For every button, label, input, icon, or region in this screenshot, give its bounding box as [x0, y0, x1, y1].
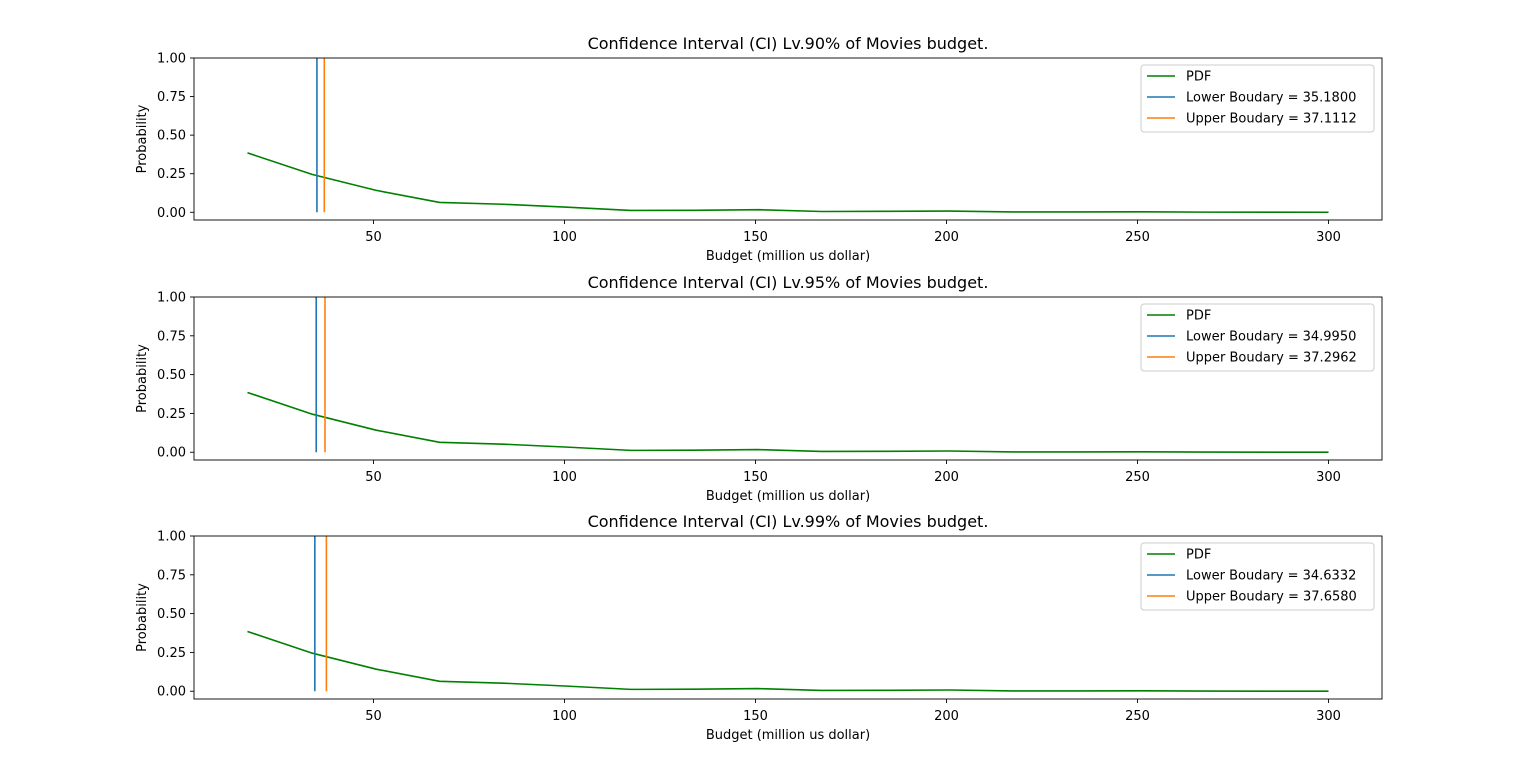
x-tick-label: 150: [743, 709, 768, 724]
axes-frame: [193, 57, 1383, 221]
x-tick-label: 300: [1316, 709, 1341, 724]
y-tick-label: 0.75: [157, 90, 186, 105]
y-axis-label: Probability: [135, 583, 150, 652]
y-tick-label: 1.00: [157, 291, 186, 306]
y-tick-label: 0.75: [157, 329, 186, 344]
y-tick-label: 0.50: [157, 368, 186, 383]
legend-entry-upper-boundary: Upper Boudary = 37.6580: [1147, 590, 1357, 605]
x-tick-label: 50: [365, 230, 382, 245]
x-tick-label: 200: [934, 230, 959, 245]
y-tick-label: 0.00: [157, 685, 186, 700]
series-line-pdf: [247, 152, 1329, 214]
axes-frame: [193, 535, 1383, 700]
chart-title: Confidence Interval (CI) Lv.99% of Movie…: [588, 512, 989, 531]
x-axis-label: Budget (million us dollar): [706, 249, 870, 264]
x-tick-label: 250: [1125, 470, 1150, 485]
legend-label: Lower Boudary = 34.9950: [1186, 330, 1356, 345]
legend-box: [1140, 542, 1375, 611]
chart-title: Confidence Interval (CI) Lv.90% of Movie…: [588, 34, 989, 53]
legend-entry-upper-boundary: Upper Boudary = 37.2962: [1147, 351, 1357, 366]
legend-label: PDF: [1186, 309, 1211, 324]
legend-label: Upper Boudary = 37.1112: [1186, 112, 1357, 127]
x-tick-label: 300: [1316, 470, 1341, 485]
x-tick-label: 50: [365, 470, 382, 485]
x-axis-label: Budget (million us dollar): [706, 728, 870, 743]
legend-label: Upper Boudary = 37.6580: [1186, 590, 1357, 605]
legend-entry-pdf: PDF: [1147, 70, 1211, 85]
y-tick-label: 0.25: [157, 646, 186, 661]
legend: PDF Lower Boudary = 34.9950 Upper Boudary …: [1140, 303, 1375, 372]
legend-entry-lower-boundary: Lower Boudary = 34.9950: [1147, 330, 1356, 345]
subplot-3: Confidence Interval (CI) Lv.99% of Movie…: [135, 512, 1383, 743]
x-tick-label: 150: [743, 230, 768, 245]
legend: PDF Lower Boudary = 35.1800 Upper Boudary …: [1140, 64, 1375, 133]
series-line-pdf: [247, 630, 1329, 692]
y-tick-label: 0.75: [157, 568, 186, 583]
subplot-1: Confidence Interval (CI) Lv.90% of Movie…: [135, 34, 1383, 264]
legend-entry-lower-boundary: Lower Boudary = 35.1800: [1147, 91, 1356, 106]
axes-frame: [193, 296, 1383, 461]
y-tick-label: 0.50: [157, 607, 186, 622]
legend-box: [1140, 64, 1375, 133]
x-axis-label: Budget (million us dollar): [706, 489, 870, 504]
x-tick-label: 100: [552, 230, 577, 245]
legend-label: Upper Boudary = 37.2962: [1186, 351, 1357, 366]
x-tick-label: 250: [1125, 709, 1150, 724]
y-tick-label: 0.25: [157, 167, 186, 182]
x-tick-label: 250: [1125, 230, 1150, 245]
y-axis-label: Probability: [135, 344, 150, 413]
legend-entry-lower-boundary: Lower Boudary = 34.6332: [1147, 569, 1356, 584]
chart-title: Confidence Interval (CI) Lv.95% of Movie…: [588, 273, 989, 292]
legend-label: PDF: [1186, 548, 1211, 563]
legend-label: PDF: [1186, 70, 1211, 85]
legend-entry-pdf: PDF: [1147, 548, 1211, 563]
x-tick-label: 300: [1316, 230, 1341, 245]
y-tick-label: 0.00: [157, 206, 186, 221]
y-tick-label: 0.00: [157, 446, 186, 461]
x-tick-label: 200: [934, 709, 959, 724]
y-tick-label: 0.50: [157, 129, 186, 144]
y-tick-label: 1.00: [157, 52, 186, 67]
x-tick-label: 100: [552, 470, 577, 485]
legend-box: [1140, 303, 1375, 372]
x-tick-label: 150: [743, 470, 768, 485]
series-line-pdf: [247, 391, 1329, 453]
x-tick-label: 50: [365, 709, 382, 724]
y-axis-label: Probability: [135, 104, 150, 173]
legend: PDF Lower Boudary = 34.6332 Upper Boudary …: [1140, 542, 1375, 611]
x-tick-label: 200: [934, 470, 959, 485]
legend-label: Lower Boudary = 35.1800: [1186, 91, 1356, 106]
x-tick-label: 100: [552, 709, 577, 724]
subplot-2: Confidence Interval (CI) Lv.95% of Movie…: [135, 273, 1383, 504]
y-tick-label: 1.00: [157, 530, 186, 545]
y-tick-label: 0.25: [157, 407, 186, 422]
legend-entry-pdf: PDF: [1147, 309, 1211, 324]
legend-label: Lower Boudary = 34.6332: [1186, 569, 1356, 584]
legend-entry-upper-boundary: Upper Boudary = 37.1112: [1147, 112, 1357, 127]
